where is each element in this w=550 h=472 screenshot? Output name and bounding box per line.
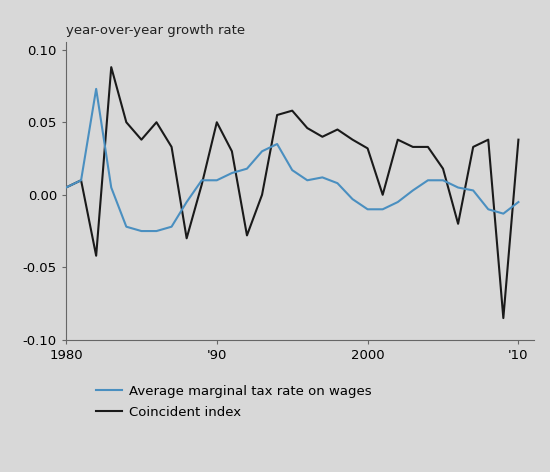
- Coincident index: [258, 192, 265, 198]
- Average marginal tax rate on wages: [394, 199, 401, 205]
- Average marginal tax rate on wages: [123, 224, 130, 229]
- Coincident index: [289, 108, 295, 113]
- Average marginal tax rate on wages: [470, 187, 476, 193]
- Coincident index: [78, 177, 84, 183]
- Coincident index: [470, 144, 476, 150]
- Average marginal tax rate on wages: [500, 211, 507, 217]
- Average marginal tax rate on wages: [439, 177, 446, 183]
- Line: Coincident index: Coincident index: [66, 67, 519, 318]
- Coincident index: [455, 221, 461, 227]
- Coincident index: [349, 137, 356, 143]
- Coincident index: [334, 126, 341, 132]
- Average marginal tax rate on wages: [379, 206, 386, 212]
- Coincident index: [439, 166, 446, 171]
- Average marginal tax rate on wages: [485, 206, 492, 212]
- Average marginal tax rate on wages: [213, 177, 220, 183]
- Line: Average marginal tax rate on wages: Average marginal tax rate on wages: [66, 89, 519, 231]
- Coincident index: [93, 253, 100, 259]
- Coincident index: [108, 64, 114, 70]
- Average marginal tax rate on wages: [153, 228, 160, 234]
- Coincident index: [410, 144, 416, 150]
- Coincident index: [319, 134, 326, 140]
- Coincident index: [364, 145, 371, 151]
- Coincident index: [138, 137, 145, 143]
- Coincident index: [213, 119, 220, 125]
- Average marginal tax rate on wages: [304, 177, 311, 183]
- Coincident index: [153, 119, 160, 125]
- Average marginal tax rate on wages: [289, 167, 295, 173]
- Coincident index: [168, 144, 175, 150]
- Coincident index: [500, 315, 507, 321]
- Coincident index: [425, 144, 431, 150]
- Coincident index: [485, 137, 492, 143]
- Average marginal tax rate on wages: [183, 199, 190, 205]
- Coincident index: [304, 125, 311, 131]
- Average marginal tax rate on wages: [244, 166, 250, 171]
- Coincident index: [515, 137, 522, 143]
- Average marginal tax rate on wages: [258, 148, 265, 154]
- Average marginal tax rate on wages: [425, 177, 431, 183]
- Average marginal tax rate on wages: [229, 170, 235, 176]
- Average marginal tax rate on wages: [334, 180, 341, 186]
- Text: year-over-year growth rate: year-over-year growth rate: [66, 24, 245, 37]
- Average marginal tax rate on wages: [349, 196, 356, 202]
- Average marginal tax rate on wages: [319, 175, 326, 180]
- Average marginal tax rate on wages: [138, 228, 145, 234]
- Average marginal tax rate on wages: [410, 187, 416, 193]
- Average marginal tax rate on wages: [515, 199, 522, 205]
- Coincident index: [379, 192, 386, 198]
- Average marginal tax rate on wages: [63, 185, 69, 190]
- Coincident index: [274, 112, 280, 118]
- Average marginal tax rate on wages: [364, 206, 371, 212]
- Coincident index: [394, 137, 401, 143]
- Average marginal tax rate on wages: [108, 185, 114, 190]
- Coincident index: [63, 185, 69, 190]
- Average marginal tax rate on wages: [93, 86, 100, 92]
- Coincident index: [123, 119, 130, 125]
- Coincident index: [229, 148, 235, 154]
- Average marginal tax rate on wages: [78, 177, 84, 183]
- Coincident index: [199, 182, 205, 187]
- Average marginal tax rate on wages: [455, 185, 461, 190]
- Legend: Average marginal tax rate on wages, Coincident index: Average marginal tax rate on wages, Coin…: [96, 385, 372, 419]
- Average marginal tax rate on wages: [168, 224, 175, 229]
- Average marginal tax rate on wages: [274, 141, 280, 147]
- Coincident index: [244, 233, 250, 238]
- Coincident index: [183, 236, 190, 241]
- Average marginal tax rate on wages: [199, 177, 205, 183]
